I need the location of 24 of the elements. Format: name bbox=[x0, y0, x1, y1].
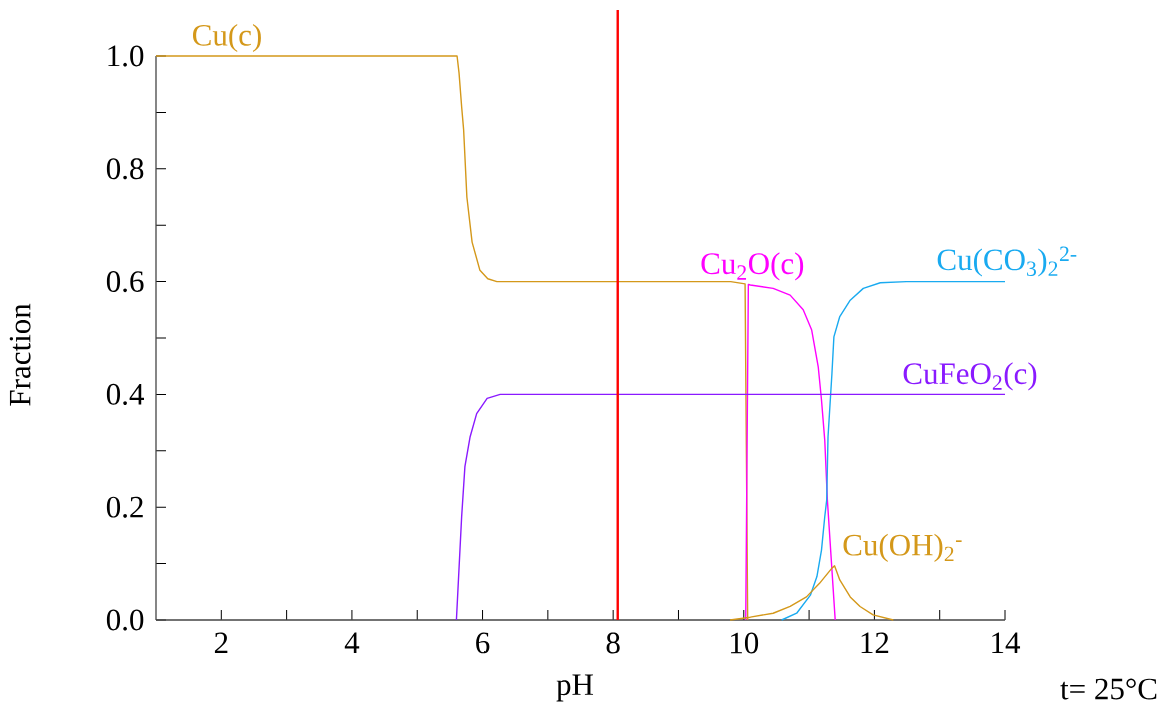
x-tick-label: 6 bbox=[476, 632, 490, 654]
y-tick-label: 0.0 bbox=[106, 609, 144, 631]
line-series bbox=[745, 283, 836, 621]
series-label: CuFeO$_{2}$(c) bbox=[903, 362, 1037, 391]
y-tick-label: 1.0 bbox=[108, 45, 144, 67]
series-label: Cu(CO$_{3}$)$_{2}$2- bbox=[937, 246, 1077, 277]
y-axis-title: Fraction bbox=[9, 303, 31, 406]
x-axis-title: pH bbox=[556, 674, 594, 702]
series-label: Cu$_{2}$O(c) bbox=[701, 252, 804, 281]
x-tick-label: 4 bbox=[344, 632, 360, 653]
x-tick-label: 12 bbox=[861, 632, 889, 654]
x-tick-label: 10 bbox=[731, 632, 759, 654]
y-tick-label: 0.4 bbox=[106, 383, 144, 405]
series-label: Cu(c) bbox=[192, 23, 261, 53]
line-series bbox=[780, 280, 1006, 621]
x-tick-label: 8 bbox=[606, 632, 620, 654]
line-series bbox=[455, 393, 1006, 621]
x-tick-label: 2 bbox=[214, 632, 228, 654]
y-tick-label: 0.8 bbox=[106, 158, 144, 180]
x-tick-label: 14 bbox=[992, 632, 1021, 653]
text: t= 25°C bbox=[1060, 678, 1157, 700]
y-tick-label: 0.2 bbox=[106, 496, 143, 518]
y-tick-label: 0.6 bbox=[106, 271, 144, 293]
series-label: Cu(OH)$_{2}$- bbox=[843, 533, 962, 562]
